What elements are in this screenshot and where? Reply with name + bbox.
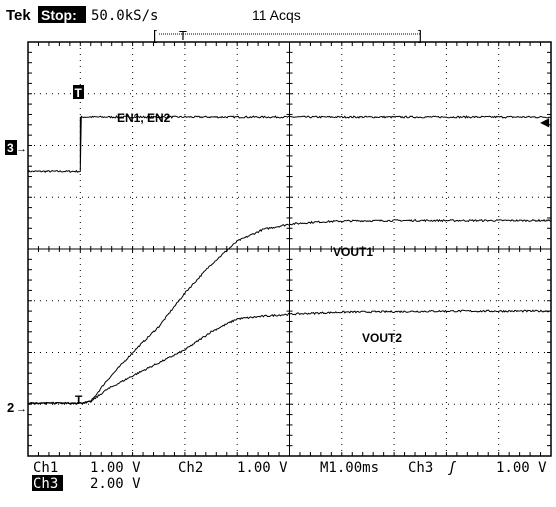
trace-vout1 xyxy=(27,218,552,405)
record-start-bracket: [ xyxy=(153,27,157,43)
ch2-ground-marker: 2 xyxy=(7,400,14,415)
trigger-point-marker: T xyxy=(75,86,83,100)
ch3-badge-bg xyxy=(32,475,63,491)
timebase: M1.00ms xyxy=(320,460,379,476)
trigger-level: 1.00 V xyxy=(496,460,547,476)
ch2-scale: 1.00 V xyxy=(237,460,288,476)
stop-badge: Stop: xyxy=(41,7,77,23)
ch3-ground-marker: 3 xyxy=(7,141,14,155)
graticule xyxy=(27,41,552,457)
ch3-ground-arrow: → xyxy=(16,143,27,155)
record-trigger-marker: T xyxy=(179,28,187,43)
trace-en1-en2 xyxy=(27,115,552,173)
acquisition-count: 11 Acqs xyxy=(252,7,301,23)
ch2-ground-arrow: → xyxy=(16,403,27,415)
ch3-name: Ch3 xyxy=(33,476,58,492)
ch1-scale: 1.00 V xyxy=(90,460,141,476)
traces xyxy=(27,115,552,405)
sample-rate: 50.0kS/s xyxy=(91,8,158,24)
series-label-en: EN1, EN2 xyxy=(117,111,171,125)
record-bar: [ T ] xyxy=(153,27,422,43)
brand-label: Tek xyxy=(6,7,31,24)
stop-badge-bg xyxy=(38,6,86,23)
trigger-slope-icon: ʃ xyxy=(448,459,456,476)
trigger-point-marker-bg xyxy=(73,85,84,99)
series-label-vout1: VOUT1 xyxy=(333,245,373,259)
series-label-vout2: VOUT2 xyxy=(362,331,402,345)
trace-vout2 xyxy=(27,309,552,405)
ch3-scale: 2.00 V xyxy=(90,476,141,492)
trigger-level-marker: ◀ xyxy=(540,115,550,129)
trigger-marker-lower: T xyxy=(75,393,83,407)
trigger-source: Ch3 xyxy=(408,460,433,476)
ch1-name: Ch1 xyxy=(33,460,58,476)
ch2-name: Ch2 xyxy=(178,460,203,476)
record-end-bracket: ] xyxy=(418,27,422,43)
ch3-ground-marker-bg xyxy=(5,140,17,155)
